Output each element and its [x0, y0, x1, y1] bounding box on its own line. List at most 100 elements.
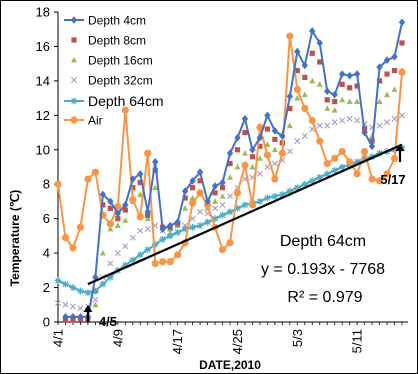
data-point — [71, 77, 77, 83]
data-point — [331, 119, 338, 126]
data-point — [338, 70, 346, 78]
x-tick-label: 5/11 — [350, 329, 365, 353]
data-point — [256, 155, 263, 161]
data-point — [398, 68, 406, 76]
data-point — [278, 191, 286, 198]
data-point — [264, 111, 271, 120]
data-point — [92, 296, 99, 303]
data-point — [174, 218, 181, 226]
data-point — [286, 92, 294, 101]
data-point — [293, 85, 301, 94]
data-point — [99, 280, 107, 288]
data-point — [383, 56, 391, 65]
data-point — [316, 122, 323, 129]
data-point — [144, 226, 151, 232]
data-point — [226, 149, 234, 158]
x-tick-label: 5/3 — [290, 329, 305, 347]
data-point — [91, 168, 99, 176]
data-point — [54, 277, 62, 285]
y-tick-label: 18 — [36, 5, 50, 20]
data-point — [166, 221, 174, 230]
data-point — [84, 289, 92, 297]
trendline-layer — [87, 143, 403, 286]
data-point — [144, 149, 152, 157]
data-point — [384, 71, 390, 77]
data-point — [122, 201, 129, 209]
data-point — [376, 122, 383, 129]
data-point — [69, 313, 77, 321]
data-point — [376, 98, 383, 104]
data-point — [286, 122, 293, 129]
data-point — [130, 185, 136, 191]
data-point — [383, 170, 391, 178]
data-point — [368, 153, 376, 161]
data-point — [227, 193, 233, 200]
data-point — [204, 218, 211, 226]
data-point — [196, 168, 204, 176]
data-point — [241, 161, 249, 169]
data-point — [189, 199, 197, 207]
data-point — [346, 71, 353, 80]
legend-item: Depth 64cm — [64, 93, 163, 109]
data-point — [159, 225, 166, 233]
data-point — [122, 217, 129, 223]
data-point — [331, 90, 338, 99]
data-point — [196, 222, 204, 229]
data-point — [129, 256, 137, 264]
data-point — [144, 207, 151, 216]
data-point — [256, 133, 264, 142]
data-point — [151, 241, 159, 248]
data-point — [331, 106, 338, 113]
data-point — [309, 27, 316, 35]
data-point — [219, 178, 226, 187]
data-point — [137, 191, 144, 197]
data-point — [384, 119, 391, 126]
data-point — [166, 258, 174, 266]
data-point — [212, 198, 219, 204]
data-point — [399, 40, 405, 46]
data-point — [234, 147, 241, 153]
x-tick-label: 4/1 — [51, 329, 66, 347]
data-point — [398, 18, 406, 27]
data-point — [196, 189, 204, 197]
data-point — [226, 239, 234, 247]
data-point — [84, 175, 92, 183]
data-point — [121, 261, 129, 269]
legend-item: Depth 4cm — [64, 14, 146, 28]
data-point — [174, 251, 182, 259]
data-point — [309, 50, 315, 56]
y-tick-label: 8 — [43, 177, 50, 192]
y-tick-label: 16 — [36, 39, 50, 54]
arrow-left-head — [83, 305, 93, 312]
data-point — [294, 94, 301, 101]
data-point — [346, 115, 353, 122]
data-point — [114, 209, 122, 218]
data-point — [354, 98, 361, 104]
data-point — [331, 167, 339, 174]
data-point — [129, 175, 136, 183]
data-point — [151, 259, 159, 268]
data-point — [234, 133, 241, 142]
data-point — [249, 163, 256, 170]
data-point — [256, 198, 264, 205]
data-point — [361, 128, 368, 137]
data-point — [62, 313, 69, 321]
equation-text: y = 0.193x - 7768 — [261, 261, 385, 278]
data-point — [234, 163, 241, 170]
y-tick-label: 4 — [43, 246, 50, 261]
data-point — [361, 154, 369, 162]
data-point — [55, 300, 61, 307]
legend-label: Depth 64cm — [88, 93, 163, 109]
data-point — [107, 225, 114, 232]
data-point — [323, 170, 331, 178]
data-point — [70, 116, 78, 124]
data-point — [91, 287, 99, 295]
data-point — [137, 227, 144, 234]
data-point — [61, 234, 70, 242]
legend-item: Depth 16cm — [71, 54, 153, 68]
data-point — [212, 190, 218, 196]
arrow-annotations — [83, 144, 405, 322]
data-point — [301, 91, 308, 98]
data-point — [219, 201, 226, 208]
